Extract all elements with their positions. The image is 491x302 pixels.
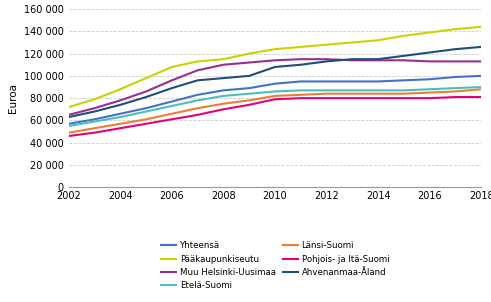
Legend: Yhteensä, Pääkaupunkiseutu, Muu Helsinki-Uusimaa, Etelä-Suomi, Länsi-Suomi, Pohj: Yhteensä, Pääkaupunkiseutu, Muu Helsinki… (161, 241, 389, 290)
Y-axis label: Euroa: Euroa (8, 83, 18, 113)
